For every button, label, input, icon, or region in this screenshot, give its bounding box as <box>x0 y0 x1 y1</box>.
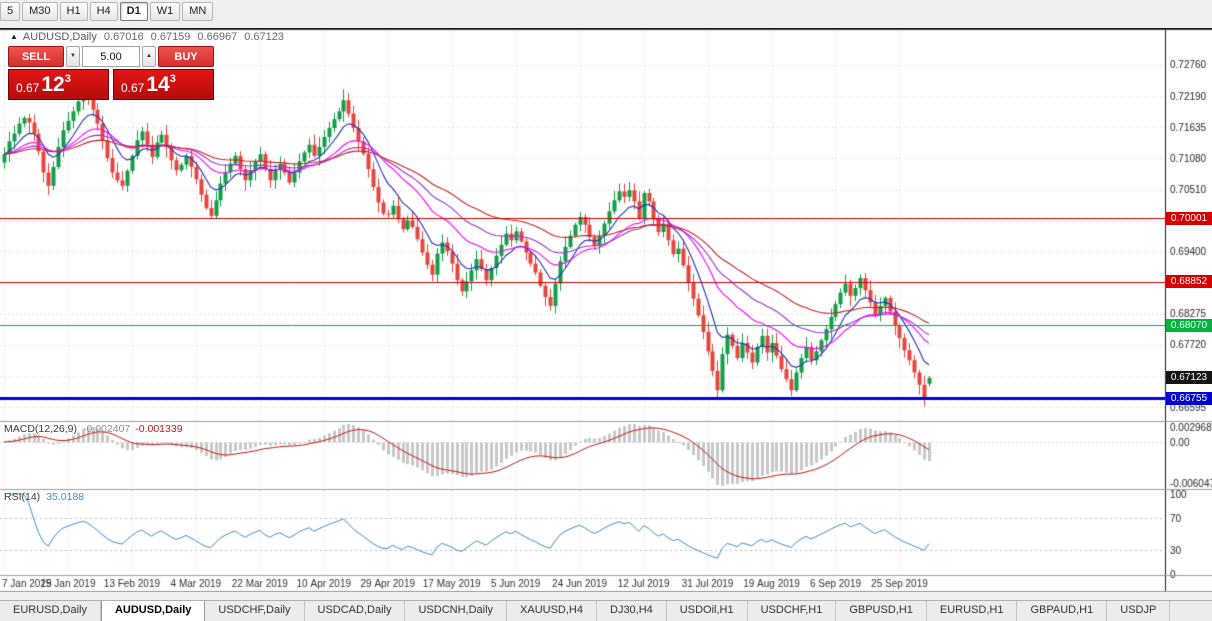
price-level-badge-0.70001: 0.70001 <box>1166 211 1212 225</box>
buy-price-sup: 3 <box>169 72 176 85</box>
buy-price-display[interactable]: 0.67 14 3 <box>113 69 214 100</box>
collapse-trade-panel-icon[interactable]: ▲ <box>10 32 18 41</box>
chart-tab-usdcad-daily[interactable]: USDCAD,Daily <box>304 601 406 621</box>
chart-tab-usdcnh-daily[interactable]: USDCNH,Daily <box>405 601 508 621</box>
timeframe-button-H1[interactable]: H1 <box>59 2 88 21</box>
ohlc-close: 0.67123 <box>244 31 284 43</box>
chart-tab-usdjp[interactable]: USDJP <box>1107 601 1171 621</box>
macd-indicator-label: MACD(12,26,9) -0.002407 -0.001339 <box>4 423 183 435</box>
ohlc-open: 0.67016 <box>103 31 144 43</box>
timeframe-button-D1[interactable]: D1 <box>119 2 148 21</box>
macd-value-signal: -0.001339 <box>135 423 183 435</box>
timeframe-button-M30[interactable]: M30 <box>22 2 58 21</box>
chart-tab-eurusd-daily[interactable]: EURUSD,Daily <box>0 601 101 621</box>
chart-tab-eurusd-h1[interactable]: EURUSD,H1 <box>926 601 1018 621</box>
chart-symbol-label: AUDUSD,Daily <box>22 31 97 43</box>
timeframe-button-MN[interactable]: MN <box>182 2 214 21</box>
sell-price-sup: 3 <box>64 72 71 85</box>
one-click-trading-panel: SELL ▼ ▲ BUY 0.67 12 3 0.67 14 3 <box>8 46 216 100</box>
volume-input[interactable] <box>82 46 140 67</box>
timeframe-toolbar: 5 M30 H1 H4 D1 W1 MN <box>0 0 1212 29</box>
sell-button[interactable]: SELL <box>8 46 64 67</box>
price-level-badge-0.68070: 0.68070 <box>1166 318 1212 332</box>
chart-tab-usdchf-h1[interactable]: USDCHF,H1 <box>747 601 837 621</box>
price-level-badge-0.66755: 0.66755 <box>1166 391 1212 405</box>
bottom-strip <box>0 592 1212 600</box>
ohlc-high: 0.67159 <box>150 31 191 43</box>
sell-price-display[interactable]: 0.67 12 3 <box>8 69 109 100</box>
rsi-value: 35.0188 <box>46 491 85 503</box>
chart-tab-gbpusd-h1[interactable]: GBPUSD,H1 <box>836 601 927 621</box>
rsi-indicator-label: RSI(14) 35.0188 <box>4 491 84 503</box>
chart-tab-usdchf-daily[interactable]: USDCHF,Daily <box>205 601 305 621</box>
price-level-badge-0.68852: 0.68852 <box>1166 275 1212 289</box>
buy-price-big: 14 <box>146 72 170 96</box>
chart-ohlc-header: ▲ AUDUSD,Daily 0.67016 0.67159 0.66967 0.6712… <box>10 31 284 43</box>
price-level-badge-0.67123: 0.67123 <box>1166 371 1212 385</box>
chevron-up-icon: ▲ <box>146 53 152 59</box>
chart-tab-usdoil-h1[interactable]: USDOil,H1 <box>666 601 748 621</box>
sell-price-big: 12 <box>41 72 65 96</box>
timeframe-button-5[interactable]: 5 <box>0 2 21 21</box>
buy-button[interactable]: BUY <box>158 46 214 67</box>
buy-price-prefix: 0.67 <box>121 80 145 95</box>
volume-increase-button[interactable]: ▲ <box>142 46 156 67</box>
ohlc-low: 0.66967 <box>197 31 238 43</box>
timeframe-button-W1[interactable]: W1 <box>149 2 181 21</box>
timeframe-button-H4[interactable]: H4 <box>89 2 118 21</box>
macd-value-main: -0.002407 <box>82 423 131 435</box>
chart-tab-audusd-daily[interactable]: AUDUSD,Daily <box>100 601 206 621</box>
macd-title: MACD(12,26,9) <box>4 423 77 435</box>
sell-price-prefix: 0.67 <box>16 80 40 95</box>
rsi-title: RSI(14) <box>4 491 41 503</box>
chart-tab-gbpaud-h1[interactable]: GBPAUD,H1 <box>1017 601 1108 621</box>
chart-tab-xauusd-h4[interactable]: XAUUSD,H4 <box>507 601 597 621</box>
volume-decrease-button[interactable]: ▼ <box>66 46 80 67</box>
chart-tab-dj30-h4[interactable]: DJ30,H4 <box>597 601 667 621</box>
bottom-tabs-bar: EURUSD,Daily AUDUSD,Daily USDCHF,Daily USDC… <box>0 600 1212 621</box>
chevron-down-icon: ▼ <box>70 53 76 59</box>
